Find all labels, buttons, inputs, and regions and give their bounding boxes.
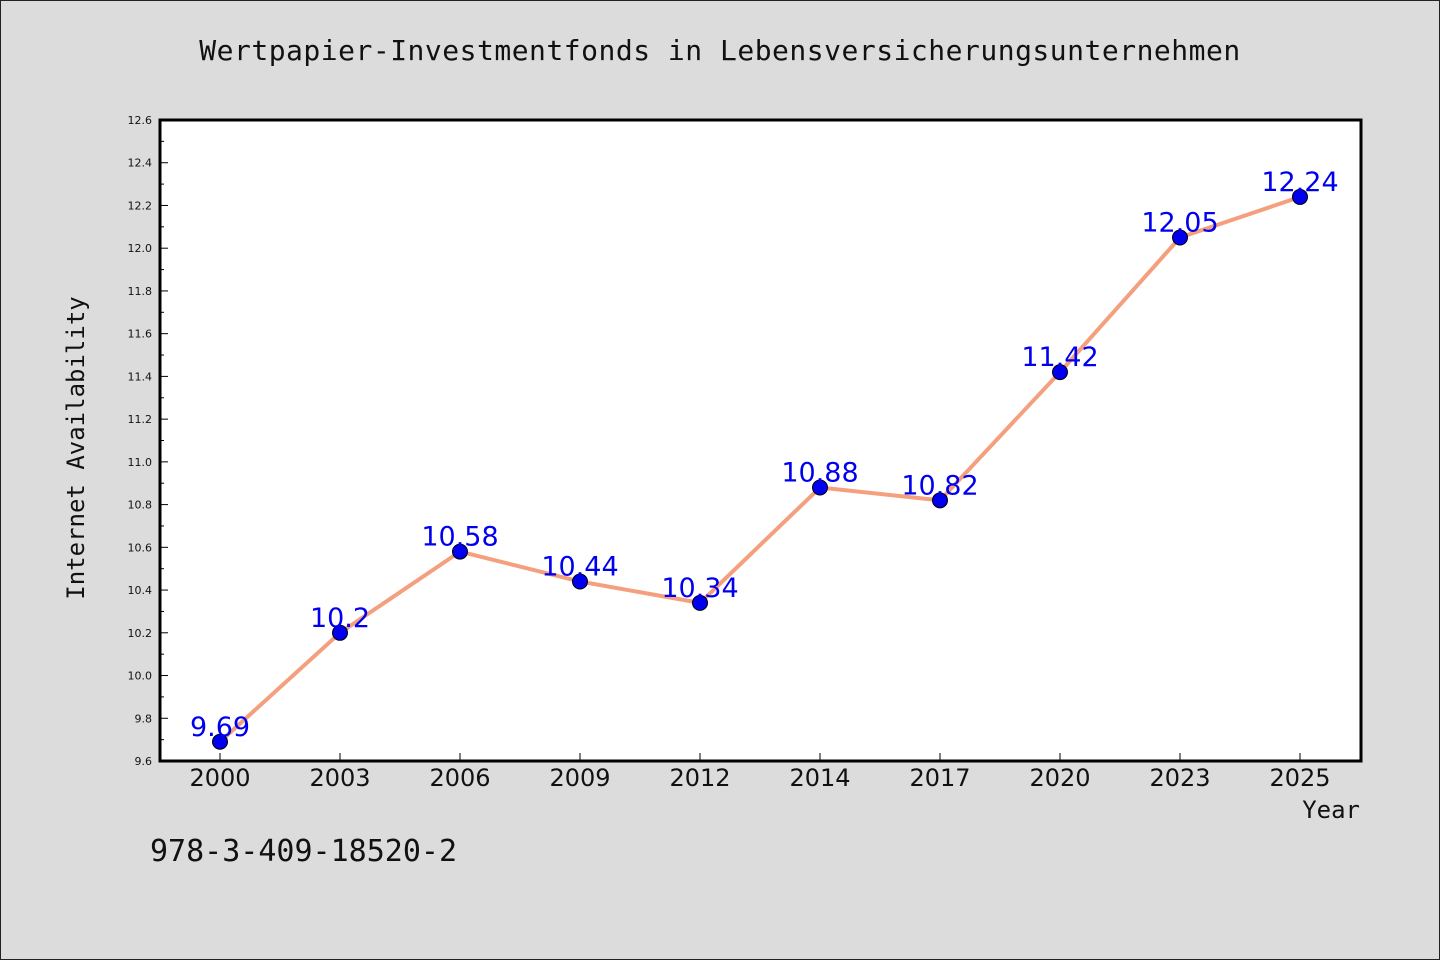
x-axis: 2000 2003 2006 2009 2012 2014 2017 2020 2023 2025 [189,753,1331,792]
data-label: 10.34 [661,573,738,604]
y-tick-label: 12.2 [128,199,153,212]
x-axis-label: Year [1302,796,1360,824]
x-tick-label: 2014 [789,764,850,792]
x-tick-label: 2012 [669,764,730,792]
x-tick-label: 2017 [909,764,970,792]
data-label: 10.44 [541,552,618,583]
y-tick-label: 11.6 [128,328,153,341]
footer-code: 978-3-409-18520-2 [150,834,458,869]
y-tick-label: 10.8 [128,499,153,512]
data-label: 10.82 [901,470,978,501]
y-tick-label: 10.4 [128,584,153,597]
y-tick-label: 11.0 [128,456,153,469]
data-point [572,573,588,590]
data-point [1172,229,1188,246]
data-point [212,733,228,750]
y-tick-label: 12.4 [128,157,153,170]
data-label: 9.69 [190,712,250,743]
y-tick-label: 9.8 [135,712,153,725]
data-point [692,594,708,611]
x-tick-label: 2009 [549,764,610,792]
data-label: 10.2 [310,603,370,634]
data-point [452,543,468,560]
x-tick-label: 2003 [309,764,370,792]
x-tick-label: 2025 [1269,764,1330,792]
y-tick-label: 10.0 [128,670,153,683]
data-point [1052,364,1068,381]
plot-area [158,118,1363,763]
x-tick-label: 2020 [1029,764,1090,792]
data-label: 12.05 [1141,208,1218,239]
data-point [1292,188,1308,205]
y-axis: 9.6 9.8 10.0 10.2 10.4 10.6 10.8 11.0 11.2 11.4 11… [128,114,168,768]
x-tick-label: 2006 [429,764,490,792]
y-tick-label: 12.0 [128,242,153,255]
y-tick-label: 10.2 [128,627,153,640]
chart-title: Wertpapier-Investmentfonds in Lebensvers… [199,34,1241,67]
data-point [332,624,348,641]
y-tick-label: 10.6 [128,541,153,554]
data-point [812,479,828,496]
data-label: 12.24 [1261,167,1338,198]
data-label: 11.42 [1021,342,1098,373]
y-tick-label: 12.6 [128,114,153,127]
y-tick-label: 11.4 [128,370,153,383]
y-tick-label: 11.2 [128,413,153,426]
y-tick-label: 9.6 [135,755,153,768]
y-tick-label: 11.8 [128,285,153,298]
series-group: 9.69 10.2 10.58 10.44 10.34 10.88 10.82 11.42 12… [190,167,1339,750]
x-tick-label: 2023 [1149,764,1210,792]
data-label: 10.88 [781,458,858,489]
data-point [932,492,948,509]
x-tick-label: 2000 [189,764,250,792]
data-label: 10.58 [421,522,498,553]
series-line [218,195,1301,744]
